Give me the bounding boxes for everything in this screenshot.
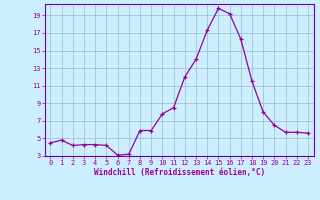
X-axis label: Windchill (Refroidissement éolien,°C): Windchill (Refroidissement éolien,°C) [94,168,265,177]
